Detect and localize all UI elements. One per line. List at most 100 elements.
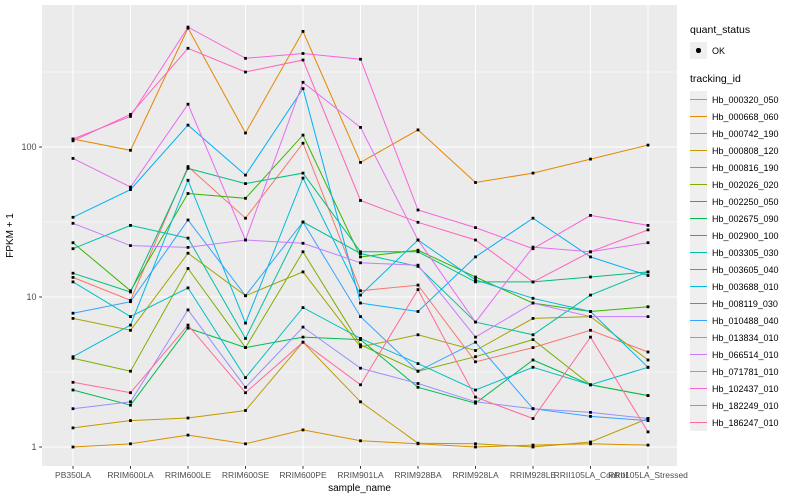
data-point	[474, 238, 477, 242]
line-swatch-icon	[690, 295, 707, 312]
data-point	[474, 181, 477, 184]
legend-item: Hb_002250_050	[690, 193, 798, 210]
data-point	[589, 411, 592, 414]
data-point	[359, 439, 362, 443]
x-axis-title: sample_name	[328, 483, 391, 494]
x-tick-label: RRIM600PE	[279, 470, 327, 480]
data-point	[71, 388, 75, 392]
data-point	[531, 245, 535, 249]
data-point	[129, 300, 132, 304]
line-swatch-icon	[690, 380, 707, 397]
data-point	[474, 349, 477, 352]
legend-item: Hb_003688_010	[690, 278, 798, 295]
x-tick-label: RRIM928BA	[394, 470, 442, 480]
data-point	[71, 317, 75, 320]
data-point	[186, 308, 190, 312]
line-swatch-icon	[690, 210, 707, 227]
data-point	[359, 126, 362, 129]
legend-group-tracking-id: tracking_id Hb_000320_050 Hb_000668_060 Hb…	[690, 73, 798, 431]
data-point	[301, 270, 305, 274]
data-point	[416, 263, 420, 267]
data-point	[71, 215, 75, 219]
line-swatch-icon	[690, 176, 707, 193]
legend-title-tracking-id: tracking_id	[690, 73, 741, 85]
data-point	[244, 442, 247, 446]
line-swatch-icon	[690, 108, 707, 125]
data-point	[301, 133, 305, 137]
line-swatch-icon	[690, 159, 707, 176]
data-point	[589, 157, 592, 161]
legend-item: Hb_008119_030	[690, 295, 798, 312]
data-point	[646, 358, 650, 362]
legend-item: Hb_102437_010	[690, 380, 798, 397]
data-point	[129, 419, 132, 422]
data-point	[71, 380, 75, 384]
legend-item: Hb_186247_010	[690, 414, 798, 431]
legend-item: Hb_000808_120	[690, 142, 798, 159]
data-point	[186, 416, 190, 420]
data-point	[646, 350, 650, 354]
legend-item-label: Hb_102437_010	[712, 383, 779, 394]
data-point	[416, 250, 420, 254]
data-point	[186, 251, 190, 255]
data-point	[244, 56, 247, 60]
data-point	[416, 238, 420, 242]
legend-item-label: Hb_010488_040	[712, 315, 779, 326]
data-point	[359, 345, 362, 349]
legend-item-label: Hb_002026_020	[712, 179, 779, 190]
data-point	[129, 391, 132, 395]
data-point	[129, 400, 132, 404]
data-point	[244, 346, 247, 349]
data-point	[129, 323, 132, 327]
line-swatch-icon	[690, 244, 707, 261]
x-tick-label: RRIM600SE	[222, 470, 270, 480]
data-point	[359, 199, 362, 202]
data-point	[129, 369, 132, 373]
data-point	[474, 226, 477, 229]
data-point	[589, 250, 592, 254]
line-swatch-icon	[690, 363, 707, 380]
legend-item: Hb_000742_190	[690, 125, 798, 142]
data-point	[531, 247, 535, 251]
data-point	[244, 294, 247, 298]
data-point	[359, 315, 362, 318]
legend-item: Hb_013834_010	[690, 329, 798, 346]
data-point	[129, 115, 132, 118]
x-tick-label: RRII105LA_Control	[554, 470, 628, 480]
data-point	[416, 333, 420, 337]
legend-item-label: Hb_071781_010	[712, 366, 779, 377]
legend-item: Hb_066514_010	[690, 346, 798, 363]
data-point	[71, 407, 75, 411]
x-tick-label: RRIM928LA	[452, 470, 499, 480]
data-point	[589, 328, 592, 332]
data-point	[416, 288, 420, 291]
legend-item: Hb_000816_190	[690, 159, 798, 176]
data-point	[474, 278, 477, 282]
legend-item-label: Hb_000808_120	[712, 145, 779, 156]
data-point	[359, 383, 362, 387]
data-point	[129, 290, 132, 294]
data-point	[186, 46, 190, 50]
data-point	[301, 325, 305, 329]
line-swatch-icon	[690, 414, 707, 431]
legend-item: Hb_003605_040	[690, 261, 798, 278]
data-point	[129, 188, 132, 191]
data-point	[531, 171, 535, 175]
data-point	[71, 311, 75, 315]
data-point	[186, 236, 190, 240]
data-point	[646, 270, 650, 274]
data-point	[359, 57, 362, 61]
data-point	[589, 440, 592, 444]
data-point	[244, 173, 247, 177]
data-point	[646, 315, 650, 318]
legend-item-label: Hb_002250_050	[712, 196, 779, 207]
data-point	[646, 443, 650, 447]
data-point	[244, 182, 247, 185]
data-point	[531, 280, 535, 284]
data-point	[186, 433, 190, 437]
data-point	[301, 241, 305, 245]
line-swatch-icon	[690, 312, 707, 329]
data-point	[186, 25, 190, 29]
